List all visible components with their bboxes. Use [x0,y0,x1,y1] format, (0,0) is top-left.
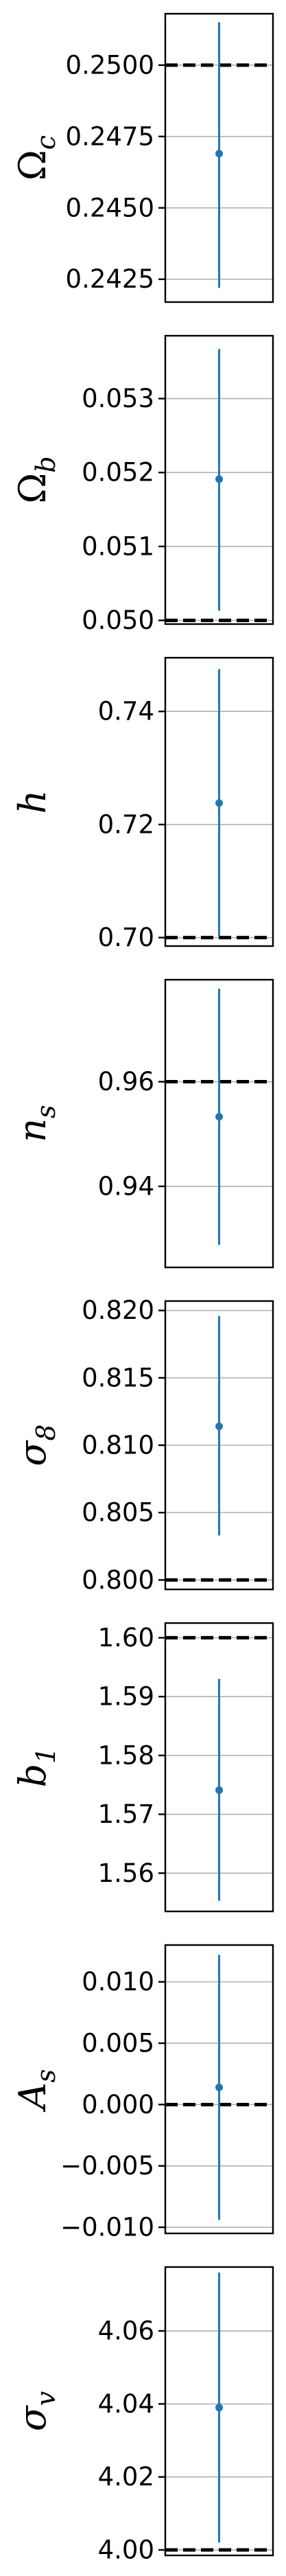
axes-frame [164,1944,274,2235]
axes-frame [164,334,274,625]
axes-frame [164,656,274,947]
y-axis-label-symbol: σ [11,1440,54,1467]
y-tick-label: 4.04 [98,2389,154,2419]
panel-plot-area [165,349,273,623]
y-tick-label: 0.70 [98,923,154,952]
data-point [215,799,223,807]
y-tick-label: 0.72 [98,809,154,839]
y-axis-label-subscript: c [31,135,61,150]
y-axis-label-subscript: s [31,2069,61,2083]
y-tick-label: 0.000 [82,2090,154,2119]
y-axis-label-symbol: A [11,2082,54,2113]
y-tick-label: 0.2425 [66,264,154,294]
y-tick-label: 0.2475 [66,122,154,151]
data-point [215,1113,223,1121]
y-tick-label: 1.60 [98,1623,154,1653]
y-tick-label: 0.94 [98,1171,154,1201]
panel-6: 1.56 1.57 1.58 1.59 1.60 b1 [11,1622,274,1913]
y-axis-label: σ8 [11,1424,61,1466]
y-axis-label-symbol: h [11,790,54,814]
y-tick-label: −0.005 [60,2151,154,2181]
axes-frame [164,978,274,1269]
y-tick-label: 0.052 [82,458,154,487]
panel-4: 0.94 0.96 ns [11,978,274,1269]
y-axis-label: σv [11,2391,61,2431]
y-tick-label: −0.010 [60,2213,154,2242]
y-tick-label: 1.58 [98,1740,154,1770]
y-axis-label-subscript: v [31,2391,61,2406]
panel-2: 0.050 0.051 0.052 0.053 Ωb [11,334,274,635]
panel-plot-area [165,2272,273,2552]
panel-5: 0.800 0.805 0.810 0.815 0.820 σ8 [11,1296,274,1595]
panel-7: −0.010 −0.005 0.000 0.005 0.010 As [11,1944,274,2242]
panel-plot-area [165,1309,273,1582]
axes-frame [164,1622,274,1913]
y-axis-label-subscript: 1 [31,1747,61,1764]
y-axis-label: b1 [11,1747,61,1788]
y-tick-label: 0.805 [82,1498,154,1528]
y-tick-label: 1.57 [98,1799,154,1829]
y-axis-label: ns [11,1105,61,1142]
y-tick-label: 0.810 [82,1431,154,1460]
y-axis-label: h [11,790,54,814]
y-tick-label: 0.2450 [66,193,154,222]
y-axis-label-subscript: b [31,456,61,472]
y-axis-label-symbol: Ω [11,473,54,504]
data-point [215,1423,223,1431]
y-axis-label: Ωc [11,135,61,181]
y-tick-label: 0.800 [82,1565,154,1595]
panel-plot-area [165,669,273,940]
data-point [215,2404,223,2412]
axes-frame [164,2266,274,2557]
data-point [215,1786,223,1794]
y-tick-label: 0.815 [82,1363,154,1392]
y-tick-label: 4.00 [98,2535,154,2565]
y-tick-label: 0.74 [98,697,154,726]
y-axis-label: As [11,2069,61,2113]
y-tick-label: 0.820 [82,1296,154,1325]
y-tick-label: 0.051 [82,531,154,561]
y-tick-label: 0.010 [82,1967,154,1997]
y-tick-label: 4.02 [98,2462,154,2492]
panel-plot-area [165,988,273,1245]
y-tick-label: 0.96 [98,1067,154,1096]
panel-plot-area [165,1955,273,2228]
y-tick-label: 0.2500 [66,50,154,80]
y-axis-label-symbol: σ [11,2404,54,2431]
y-axis-label-symbol: n [11,1118,54,1142]
y-axis-label: Ωb [11,456,61,503]
y-axis-label-symbol: b [11,1764,54,1788]
y-axis-label-subscript: 8 [31,1424,61,1440]
y-tick-label: 1.59 [98,1682,154,1712]
panel-3: 0.70 0.72 0.74 h [11,656,274,952]
y-tick-label: 1.56 [98,1859,154,1888]
panel-plot-area [165,22,273,288]
axes-frame [164,12,274,303]
y-tick-label: 0.050 [82,606,154,635]
y-tick-label: 0.053 [82,384,154,413]
panel-1: 0.2425 0.2450 0.2475 0.2500 Ωc [11,12,274,303]
y-tick-label: 0.005 [82,2028,154,2058]
y-axis-label-subscript: s [31,1105,61,1118]
data-point [215,2083,223,2091]
panel-8: 4.00 4.02 4.04 4.06 σv [11,2266,274,2565]
data-point [215,150,223,158]
panel-plot-area [165,1635,273,1901]
y-tick-label: 4.06 [98,2316,154,2346]
data-point [215,475,223,483]
y-axis-label-symbol: Ω [11,150,54,181]
